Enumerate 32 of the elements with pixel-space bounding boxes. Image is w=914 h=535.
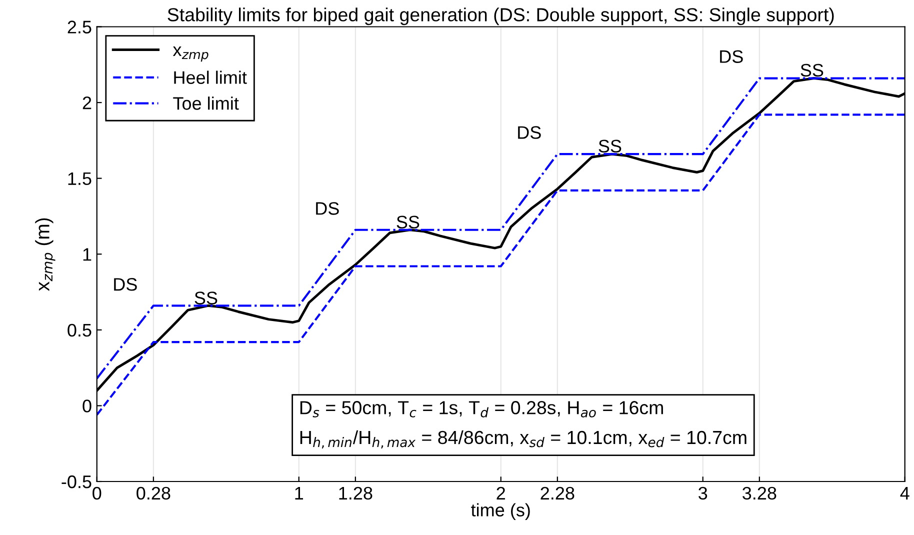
y-tick-label: 1.5 [68,172,92,186]
y-axis-title: x$_{zmp}$ (m) [35,218,56,291]
y-tick-label: -0.5 [62,475,92,488]
y-tick-label: 0.5 [68,324,92,337]
x-tick-label: 2.28 [540,486,574,500]
annotation: DS [114,278,137,291]
x-tick-label: 4 [900,487,910,500]
text: D$_{s}$ = 50cm, T$_{c}$ = 1s, T$_{d}$ = 0.28s, H$_{ao}$ = 16cm H$_{h,min}$/H$_{h,max}$ = 84/86cm, x$_{sd}$ = 10.1cm, x$_{ed}$ = 10.7cm [300,401,746,449]
legend-label: Toe limit [173,96,239,110]
chart-title: Stability limits for biped gait generation (DS: Double support, SS: Single support) [168,8,834,26]
y-tick-label: 2 [82,96,92,110]
x-tick-label: 2 [496,486,505,500]
x-tick-label: 0.28 [136,486,170,500]
annotation: SS [800,64,824,77]
annotation: SS [598,140,622,153]
y-tick-label: 1 [83,248,92,261]
x-axis-title: time (s) [471,503,530,520]
annotation: SS [194,292,218,304]
y-tick-label: 0 [82,400,92,412]
annotation: DS [316,202,339,215]
y-tick-label: 2.5 [68,20,92,34]
annotation: DS [720,50,743,63]
line-series [96,114,905,416]
x-tick-label: 1 [295,487,304,500]
x-tick-label: 3 [698,486,708,500]
legend-label: x$_{zmp}$ [172,46,208,62]
x-tick-label: 1.28 [339,486,372,500]
annotation: SS [396,216,420,229]
annotation: DS [518,126,541,139]
x-tick-label: 3.28 [742,486,776,500]
x-tick-label: 0 [92,486,102,500]
legend-label: Heel limit [174,70,247,84]
